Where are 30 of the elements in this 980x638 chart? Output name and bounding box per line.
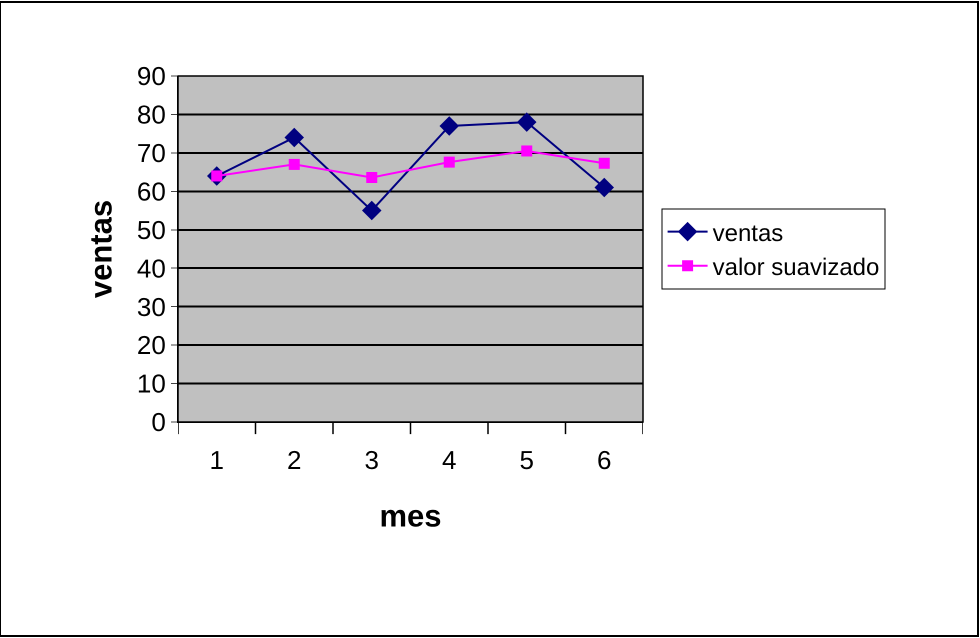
point <box>444 156 455 168</box>
y-tick-label: 50 <box>136 214 166 245</box>
x-tick-label: 5 <box>520 445 534 476</box>
point <box>366 172 378 183</box>
legend-label: ventas <box>712 220 784 247</box>
point <box>521 145 532 156</box>
x-tick-label: 2 <box>287 445 302 476</box>
point <box>362 200 382 220</box>
y-axis-title: ventas <box>84 200 119 298</box>
y-tick-label: 80 <box>136 100 166 130</box>
point <box>517 112 536 132</box>
y-tick-label: 20 <box>136 330 166 360</box>
y-tick-label: 90 <box>136 61 166 92</box>
y-tick-label: 0 <box>151 407 166 438</box>
point <box>598 158 610 169</box>
y-tick-label: 70 <box>136 138 166 168</box>
y-tick-label: 60 <box>136 176 166 206</box>
x-axis-title: mes <box>379 498 442 534</box>
point <box>594 178 614 198</box>
x-tick-label: 3 <box>364 445 379 476</box>
x-tick-label: 4 <box>442 445 456 476</box>
y-tick-label: 40 <box>136 253 166 284</box>
legend-label: valor suavizado <box>712 254 880 282</box>
x-tick-label: 1 <box>210 445 224 476</box>
point <box>284 128 304 148</box>
point <box>288 158 300 170</box>
point <box>440 116 459 136</box>
y-tick-label: 30 <box>136 292 166 322</box>
y-tick-label: 10 <box>136 368 166 399</box>
x-tick-label: 6 <box>597 445 612 476</box>
